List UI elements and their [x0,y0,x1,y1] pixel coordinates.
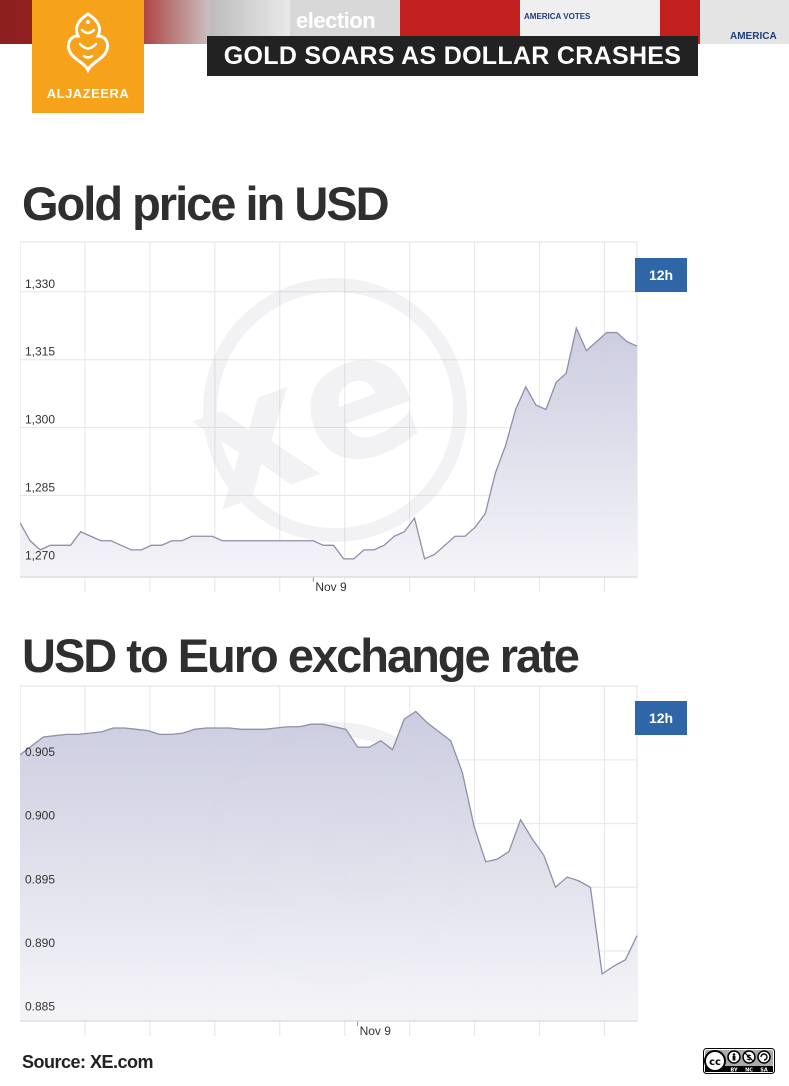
logo-text: ALJAZEERA [46,86,130,101]
headline-text: GOLD SOARS AS DOLLAR CRASHES [223,42,682,70]
banner-election-word: election [296,8,376,33]
license-label: BY [730,1068,738,1074]
x-tick-label: Nov 9 [315,580,347,594]
series-area [20,328,637,577]
banner-strip-gray-right [700,0,789,44]
banner-america-word: AMERICA [730,31,777,42]
aljazeera-logo: ALJAZEERA [32,0,144,113]
aljazeera-logo-icon [66,12,110,74]
y-tick-label: 0.905 [25,745,55,759]
y-tick-label: 0.895 [25,872,55,886]
y-tick-label: 0.900 [25,809,55,823]
svg-text:cc: cc [709,1057,721,1068]
x-tick-label: Nov 9 [360,1024,392,1038]
series-line [20,325,638,560]
y-tick-label: 1,270 [25,548,55,562]
euro-chart-title: USD to Euro exchange rate [22,629,580,682]
series-line [20,710,638,975]
license-label: SA [760,1068,768,1074]
creative-commons-by-nc-sa-icon[interactable]: cc $ BY NC SA [703,1048,775,1074]
y-tick-label: 1,285 [25,481,55,495]
y-tick-label: 1,315 [25,345,55,359]
top-banner: election AMERICA VOTES AMERICA [0,0,789,44]
series-area [20,711,637,1021]
gold-range-12h-button[interactable]: 12h [635,258,687,292]
banner-votes-word: AMERICA VOTES [524,12,591,21]
gold-chart-title: Gold price in USD [22,177,390,230]
euro-range-12h-button[interactable]: 12h [635,701,687,735]
headline-banner: GOLD SOARS AS DOLLAR CRASHES [207,36,698,76]
y-tick-label: 0.890 [25,936,55,950]
source-credit: Source: XE.com [22,1052,154,1072]
y-tick-label: 1,330 [25,277,55,291]
y-tick-label: 1,300 [25,413,55,427]
y-tick-label: 0.885 [25,1000,55,1014]
license-label: NC [745,1068,753,1074]
